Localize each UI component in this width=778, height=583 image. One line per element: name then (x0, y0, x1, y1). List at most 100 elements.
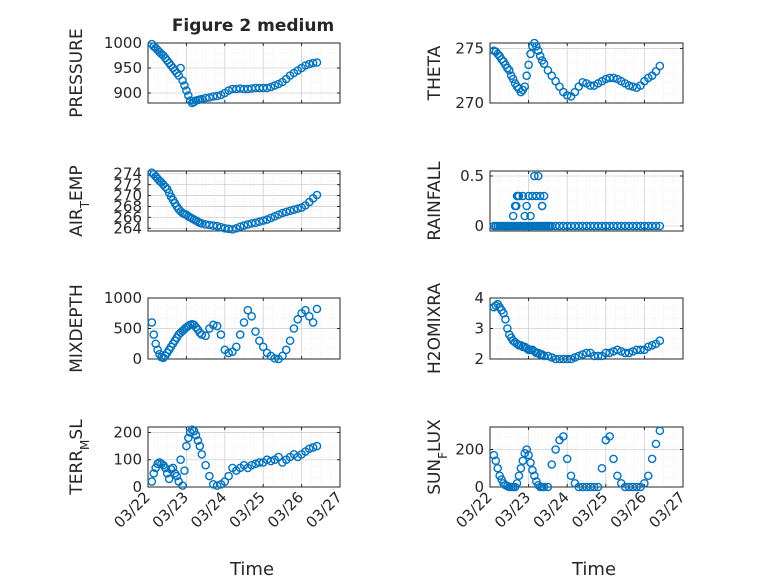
data-point (255, 217, 264, 227)
data-point (578, 77, 587, 87)
y-axis-label: MIXDEPTH (67, 284, 87, 373)
data-point (503, 63, 512, 73)
data-point (312, 441, 322, 451)
data-point (293, 204, 303, 213)
y-axis-label: RAINFALL (425, 161, 445, 241)
data-point (178, 481, 187, 490)
data-point (251, 327, 260, 336)
data-point (255, 336, 264, 346)
data-point (147, 318, 157, 327)
data-point (543, 482, 553, 492)
subplot-4: 0.5 0 RAINFALL (425, 161, 684, 241)
y-tick-label: 3 (474, 320, 484, 338)
data-point (601, 348, 611, 358)
data-point (172, 471, 182, 481)
data-point (543, 351, 553, 361)
data-point (270, 81, 280, 90)
data-point (613, 471, 622, 481)
data-point (224, 471, 233, 481)
y-tick-label: 0 (474, 478, 484, 496)
data-point (308, 443, 318, 452)
data-point (281, 207, 291, 217)
data-point (493, 463, 503, 473)
data-point (189, 426, 199, 436)
data-point (197, 219, 207, 228)
data-point (539, 482, 549, 492)
y-tick-label: 1000 (104, 289, 142, 307)
data-point (566, 471, 576, 481)
data-point (655, 61, 665, 71)
data-point (489, 450, 499, 460)
x-axis-label-left: Time (229, 559, 274, 580)
data-point (537, 350, 547, 359)
data-point (520, 211, 530, 221)
data-point (512, 478, 522, 488)
y-axis-label: THETA (425, 45, 445, 101)
y-axis-label: H2OMIXRA (425, 283, 445, 374)
data-point (533, 46, 543, 55)
data-point (197, 94, 207, 104)
y-tick-label: 950 (113, 59, 142, 77)
data-point (528, 465, 537, 475)
data-point (524, 450, 533, 460)
data-point (643, 471, 653, 481)
data-point (655, 426, 665, 436)
data-point (184, 91, 193, 100)
data-point (513, 191, 523, 201)
data-point (247, 311, 256, 321)
data-point (533, 171, 543, 181)
data-point (304, 59, 314, 69)
data-point (262, 215, 272, 224)
y-axis-label: SUNFLUX (425, 419, 450, 495)
data-point (149, 330, 159, 339)
y-tick-label: 1000 (104, 34, 142, 52)
data-point (232, 342, 241, 352)
y-tick-label: 0 (132, 478, 142, 496)
data-point (566, 354, 576, 364)
data-point (182, 441, 191, 451)
axes-box (147, 170, 341, 232)
y-tick-label: 2 (474, 350, 484, 368)
data-point (262, 83, 272, 93)
data-point (535, 51, 545, 61)
data-point (501, 315, 510, 324)
data-point (562, 354, 572, 364)
data-point (605, 432, 614, 441)
data-point (285, 206, 295, 216)
data-point (255, 458, 264, 467)
subplot-5: 1000 500 0 MIXDEPTH (67, 284, 341, 373)
y-axis-label: PRESSURE (67, 28, 87, 117)
data-point (197, 449, 207, 459)
axes-box (147, 426, 341, 488)
data-point (312, 304, 322, 314)
y-tick-label: 900 (113, 84, 142, 102)
data-point (526, 458, 535, 467)
y-tick-label: 270 (113, 187, 142, 205)
y-axis-label: TERRMSL (67, 419, 92, 496)
data-point (182, 86, 191, 95)
data-point (232, 223, 241, 233)
data-point (266, 82, 276, 92)
data-point (239, 221, 249, 230)
data-point (518, 456, 528, 466)
data-point (278, 208, 287, 218)
data-point (524, 60, 533, 70)
data-point (266, 213, 276, 223)
data-point (301, 305, 310, 315)
data-point (251, 218, 260, 228)
data-point (530, 171, 539, 181)
y-tick-label: 264 (113, 219, 142, 237)
y-tick-label: 272 (113, 176, 142, 194)
data-point (201, 331, 210, 341)
data-point (274, 210, 283, 219)
data-point (609, 454, 618, 464)
data-point (153, 345, 162, 355)
data-point (508, 74, 518, 84)
data-point (651, 439, 661, 449)
data-point (539, 351, 549, 361)
data-point (216, 330, 226, 339)
data-point (212, 221, 222, 231)
